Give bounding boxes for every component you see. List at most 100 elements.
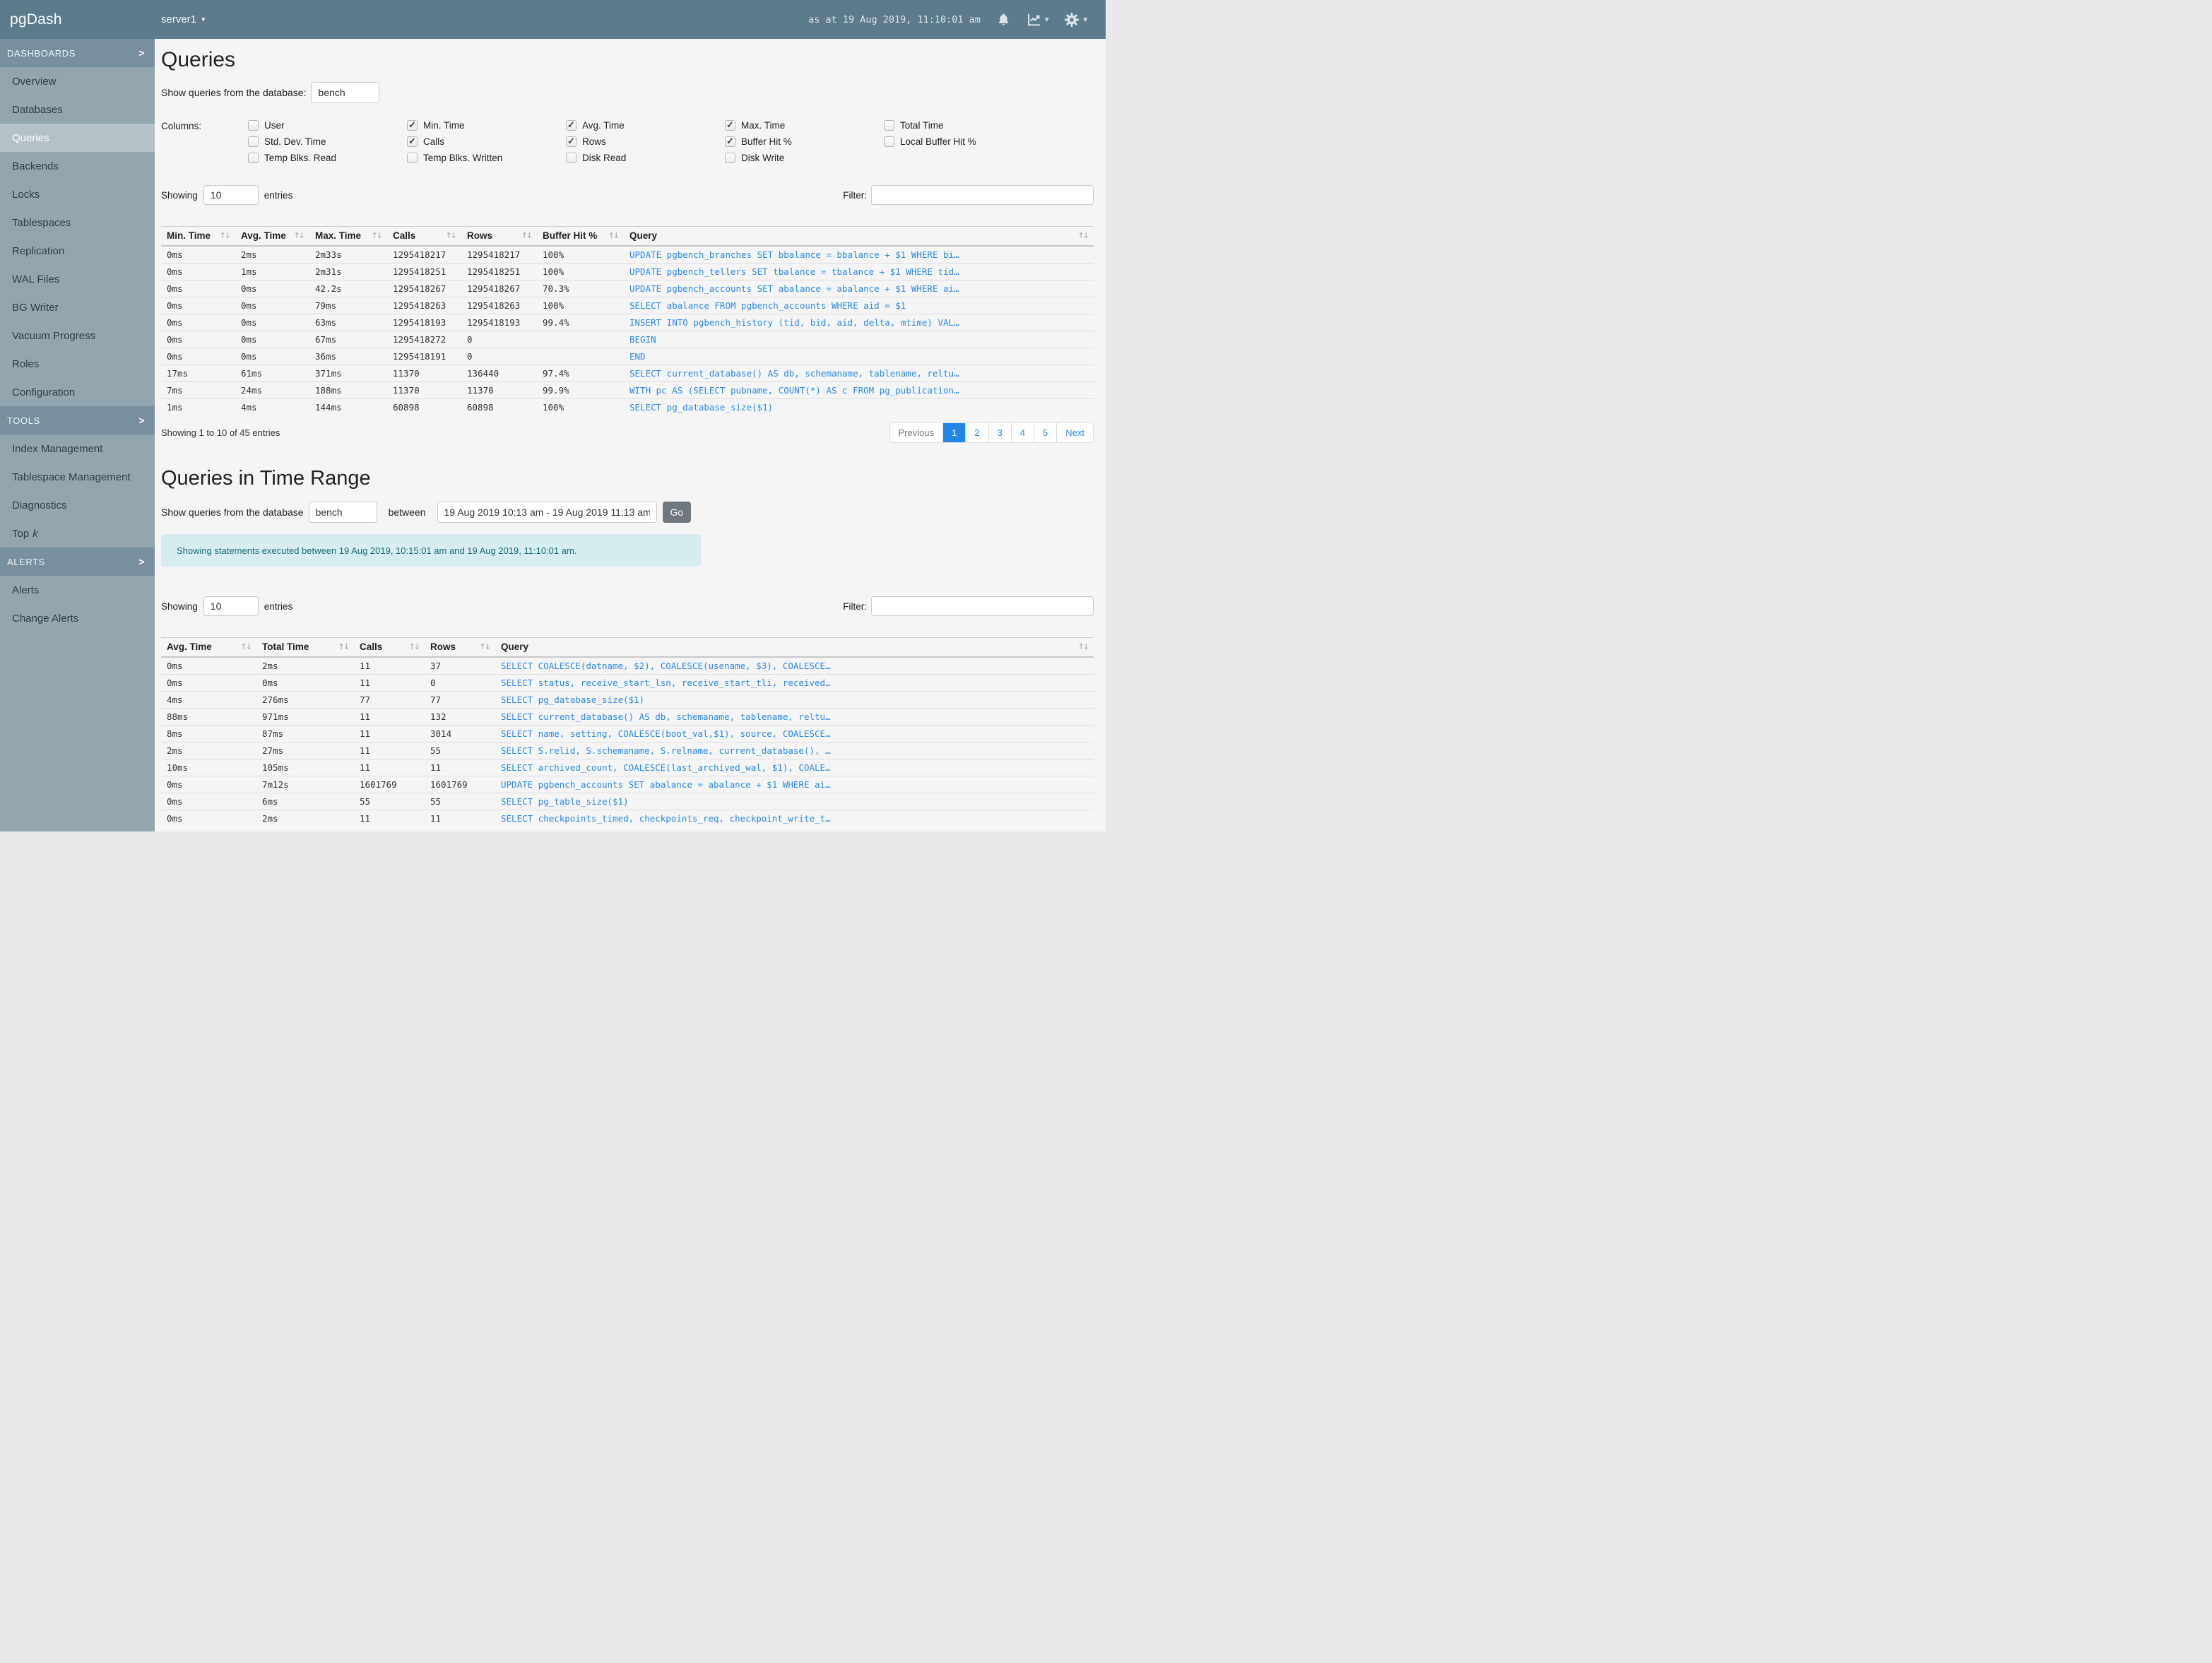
sidebar-item-backends[interactable]: Backends — [12, 160, 59, 172]
sidebar-item-vacuum-progress[interactable]: Vacuum Progress — [12, 329, 96, 342]
col-header-buffer-hit[interactable]: Buffer Hit % ↑↓ — [537, 226, 624, 247]
query-link[interactable]: UPDATE pgbench_accounts SET abalance = a… — [501, 779, 831, 790]
col-header-max-time[interactable]: Max. Time ↑↓ — [309, 226, 387, 247]
query-link[interactable]: SELECT pg_database_size($1) — [501, 694, 645, 705]
checkbox-icon[interactable] — [566, 153, 576, 163]
sidebar-item-locks[interactable]: Locks — [12, 188, 40, 201]
checkbox-icon[interactable] — [407, 153, 418, 163]
sidebar-item-queries[interactable]: Queries — [0, 124, 155, 152]
column-checkbox-rows[interactable]: ✓ Rows — [566, 136, 725, 147]
query-link[interactable]: INSERT INTO pgbench_history (tid, bid, a… — [629, 317, 959, 328]
go-button[interactable]: Go — [662, 502, 692, 523]
date-range-input[interactable] — [437, 502, 657, 523]
charts-menu-button[interactable]: ▾ — [1027, 12, 1048, 27]
column-checkbox-local-buffer-hit[interactable]: Local Buffer Hit % — [884, 136, 1043, 147]
sidebar-item-top-k[interactable]: Top k — [12, 527, 38, 540]
notifications-button[interactable] — [996, 12, 1011, 27]
column-checkbox-disk-read[interactable]: Disk Read — [566, 153, 725, 163]
column-checkbox-max-time[interactable]: ✓ Max. Time — [725, 120, 884, 131]
query-link[interactable]: UPDATE pgbench_tellers SET tbalance = tb… — [629, 266, 959, 277]
column-checkbox-min-time[interactable]: ✓ Min. Time — [407, 120, 566, 131]
sidebar-item-bg-writer[interactable]: BG Writer — [12, 301, 59, 314]
sidebar-section-dashboards[interactable]: DASHBOARDS > — [0, 39, 155, 67]
checkbox-icon[interactable] — [884, 120, 894, 131]
query-link[interactable]: UPDATE pgbench_accounts SET abalance = a… — [629, 283, 959, 294]
filter-input[interactable] — [871, 185, 1094, 205]
col-header-calls[interactable]: Calls ↑↓ — [354, 637, 425, 658]
database-input[interactable] — [308, 502, 377, 523]
sidebar-item-configuration[interactable]: Configuration — [12, 386, 76, 398]
col-header-query[interactable]: Query ↑↓ — [624, 226, 1094, 247]
col-header-rows[interactable]: Rows ↑↓ — [461, 226, 537, 247]
query-link[interactable]: SELECT name, setting, COALESCE(boot_val,… — [501, 728, 831, 739]
sidebar-item-change-alerts[interactable]: Change Alerts — [12, 612, 79, 625]
page-size-input[interactable] — [203, 185, 259, 205]
checkbox-icon[interactable]: ✓ — [566, 136, 576, 147]
query-link[interactable]: SELECT S.relid, S.schemaname, S.relname,… — [501, 745, 831, 756]
pagination-page-1[interactable]: 1 — [942, 423, 966, 442]
checkbox-icon[interactable]: ✓ — [407, 120, 418, 131]
query-link[interactable]: UPDATE pgbench_branches SET bbalance = b… — [629, 249, 959, 260]
sidebar-item-tablespace-management[interactable]: Tablespace Management — [12, 471, 131, 483]
column-checkbox-user[interactable]: User — [248, 120, 407, 131]
checkbox-icon[interactable] — [248, 153, 259, 163]
pagination-page-2[interactable]: 2 — [965, 423, 988, 442]
pagination-next[interactable]: Next — [1056, 423, 1093, 442]
sidebar-item-replication[interactable]: Replication — [12, 244, 65, 257]
query-link[interactable]: SELECT pg_table_size($1) — [501, 796, 629, 807]
database-input[interactable] — [311, 82, 380, 103]
query-link[interactable]: SELECT abalance FROM pgbench_accounts WH… — [629, 300, 906, 311]
sidebar-item-overview[interactable]: Overview — [12, 75, 57, 88]
query-link[interactable]: SELECT archived_count, COALESCE(last_arc… — [501, 762, 831, 773]
sidebar-item-roles[interactable]: Roles — [12, 357, 40, 370]
column-checkbox-buffer-hit[interactable]: ✓ Buffer Hit % — [725, 136, 884, 147]
pagination-previous[interactable]: Previous — [898, 427, 935, 438]
checkbox-icon[interactable] — [884, 136, 894, 147]
pagination-page-3[interactable]: 3 — [988, 423, 1011, 442]
column-checkbox-temp-blks-read[interactable]: Temp Blks. Read — [248, 153, 407, 163]
col-header-rows[interactable]: Rows ↑↓ — [425, 637, 495, 658]
query-link[interactable]: SELECT current_database() AS db, scheman… — [501, 711, 831, 722]
col-header-avg-time[interactable]: Avg. Time ↑↓ — [235, 226, 309, 247]
sidebar-item-databases[interactable]: Databases — [12, 103, 63, 116]
col-header-total-time[interactable]: Total Time ↑↓ — [256, 637, 354, 658]
checkbox-icon[interactable]: ✓ — [407, 136, 418, 147]
sidebar-section-tools[interactable]: TOOLS > — [0, 406, 155, 434]
checkbox-icon[interactable]: ✓ — [566, 120, 576, 131]
query-link[interactable]: SELECT current_database() AS db, scheman… — [629, 368, 959, 379]
col-header-query[interactable]: Query ↑↓ — [495, 637, 1094, 658]
sidebar-item-alerts[interactable]: Alerts — [12, 584, 40, 596]
query-link[interactable]: SELECT status, receive_start_lsn, receiv… — [501, 677, 831, 688]
query-link[interactable]: SELECT checkpoints_timed, checkpoints_re… — [501, 813, 831, 824]
column-checkbox-calls[interactable]: ✓ Calls — [407, 136, 566, 147]
filter-input[interactable] — [871, 596, 1094, 616]
col-header-calls[interactable]: Calls ↑↓ — [387, 226, 461, 247]
column-checkbox-temp-blks-written[interactable]: Temp Blks. Written — [407, 153, 566, 163]
query-link[interactable]: SELECT COALESCE(datname, $2), COALESCE(u… — [501, 661, 831, 671]
column-checkbox-total-time[interactable]: Total Time — [884, 120, 1043, 131]
sidebar-item-index-management[interactable]: Index Management — [12, 442, 103, 455]
query-link[interactable]: END — [629, 351, 646, 362]
sidebar-item-tablespaces[interactable]: Tablespaces — [12, 216, 71, 229]
query-link[interactable]: SELECT pg_database_size($1) — [629, 402, 774, 413]
sidebar-section-alerts[interactable]: ALERTS > — [0, 548, 155, 576]
column-checkbox-disk-write[interactable]: Disk Write — [725, 153, 884, 163]
pagination-page-4[interactable]: 4 — [1010, 423, 1034, 442]
checkbox-icon[interactable] — [248, 120, 259, 131]
query-link[interactable]: BEGIN — [629, 334, 656, 345]
col-header-avg-time[interactable]: Avg. Time ↑↓ — [161, 637, 256, 658]
query-link[interactable]: WITH pc AS (SELECT pubname, COUNT(*) AS … — [629, 385, 959, 396]
sidebar-item-diagnostics[interactable]: Diagnostics — [12, 499, 67, 511]
pagination-page-5[interactable]: 5 — [1034, 423, 1056, 442]
settings-menu-button[interactable]: ▾ — [1064, 12, 1087, 28]
page-size-input[interactable] — [203, 596, 259, 616]
app-logo[interactable]: pgDash — [10, 11, 62, 28]
checkbox-icon[interactable] — [248, 136, 259, 147]
checkbox-icon[interactable]: ✓ — [725, 120, 735, 131]
col-header-min-time[interactable]: Min. Time ↑↓ — [161, 226, 235, 247]
column-checkbox-std-dev-time[interactable]: Std. Dev. Time — [248, 136, 407, 147]
checkbox-icon[interactable]: ✓ — [725, 136, 735, 147]
sidebar-item-wal-files[interactable]: WAL Files — [12, 273, 60, 285]
checkbox-icon[interactable] — [725, 153, 735, 163]
server-selector[interactable]: server1 ▾ — [155, 13, 206, 25]
